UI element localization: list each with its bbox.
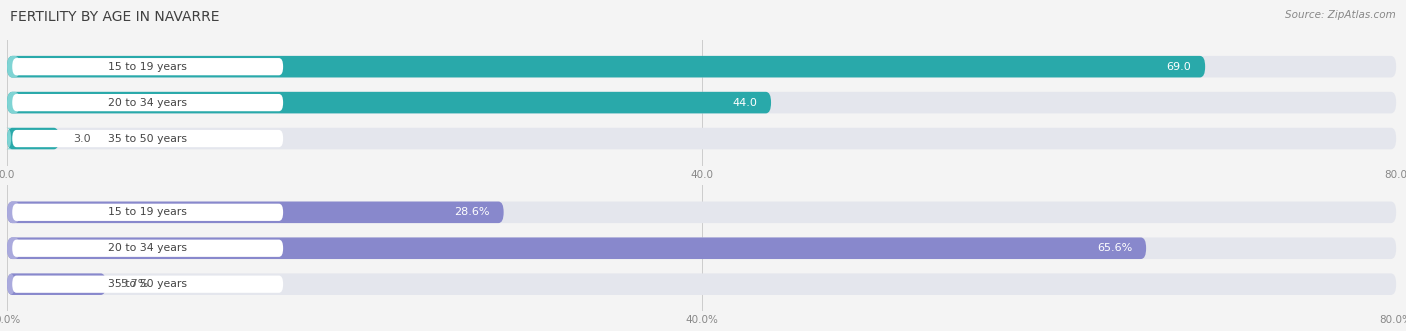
FancyBboxPatch shape (7, 128, 59, 149)
FancyBboxPatch shape (7, 237, 20, 259)
Text: 28.6%: 28.6% (454, 207, 489, 217)
FancyBboxPatch shape (7, 273, 1396, 295)
Text: 65.6%: 65.6% (1097, 243, 1132, 253)
FancyBboxPatch shape (7, 92, 1396, 114)
Text: Source: ZipAtlas.com: Source: ZipAtlas.com (1285, 10, 1396, 20)
Text: 15 to 19 years: 15 to 19 years (108, 62, 187, 72)
FancyBboxPatch shape (6, 128, 13, 149)
FancyBboxPatch shape (7, 273, 15, 295)
FancyBboxPatch shape (13, 94, 283, 111)
FancyBboxPatch shape (7, 56, 20, 77)
FancyBboxPatch shape (7, 56, 1205, 77)
FancyBboxPatch shape (7, 202, 503, 223)
FancyBboxPatch shape (7, 237, 1396, 259)
FancyBboxPatch shape (13, 204, 283, 221)
FancyBboxPatch shape (7, 273, 105, 295)
Text: 35 to 50 years: 35 to 50 years (108, 279, 187, 289)
FancyBboxPatch shape (13, 58, 283, 75)
Text: 15 to 19 years: 15 to 19 years (108, 207, 187, 217)
Text: 5.7%: 5.7% (120, 279, 148, 289)
Text: 44.0: 44.0 (733, 98, 758, 108)
Text: 3.0: 3.0 (73, 133, 90, 144)
FancyBboxPatch shape (7, 92, 770, 114)
FancyBboxPatch shape (13, 276, 283, 293)
Text: 35 to 50 years: 35 to 50 years (108, 133, 187, 144)
FancyBboxPatch shape (13, 240, 283, 257)
Text: 20 to 34 years: 20 to 34 years (108, 243, 187, 253)
FancyBboxPatch shape (13, 130, 283, 147)
Text: 69.0: 69.0 (1167, 62, 1191, 72)
Text: FERTILITY BY AGE IN NAVARRE: FERTILITY BY AGE IN NAVARRE (10, 10, 219, 24)
FancyBboxPatch shape (7, 202, 1396, 223)
Text: 20 to 34 years: 20 to 34 years (108, 98, 187, 108)
FancyBboxPatch shape (7, 202, 20, 223)
FancyBboxPatch shape (7, 56, 1396, 77)
FancyBboxPatch shape (7, 92, 20, 114)
FancyBboxPatch shape (7, 237, 1146, 259)
FancyBboxPatch shape (7, 128, 1396, 149)
